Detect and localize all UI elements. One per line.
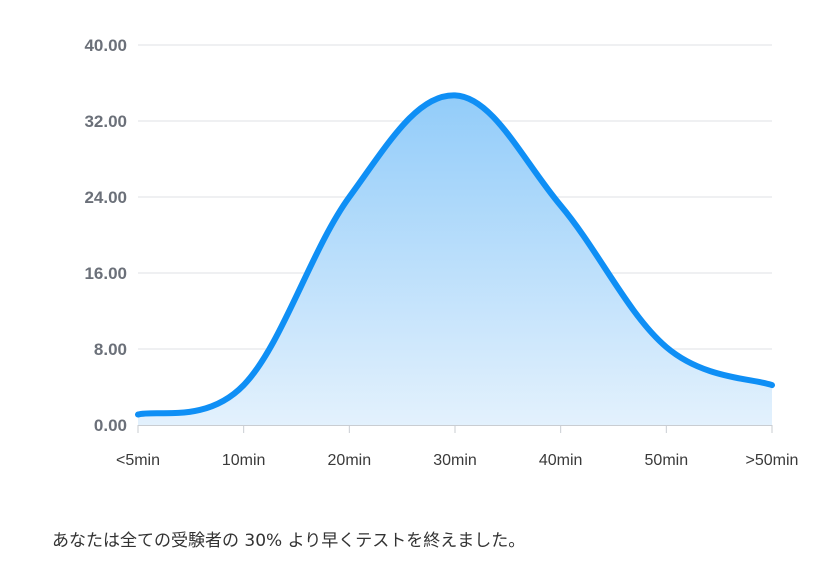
data-point [242,383,246,387]
series-area-fill [138,95,772,426]
x-tick-label: 20min [328,452,372,469]
x-tick-label: 50min [645,452,689,469]
result-caption: あなたは全ての受験者の 30% より早くテストを終えました。 [52,531,526,551]
data-point [770,383,774,387]
y-tick-label: 16.00 [84,264,127,283]
plot-area [135,92,775,426]
data-point [136,413,140,417]
y-tick-label: 8.00 [94,340,127,359]
x-axis: <5min 10min 20min 30min 40min 50min >50min [116,425,798,469]
x-tick-label: >50min [746,452,799,469]
y-tick-label: 32.00 [84,112,127,131]
x-tick-label: 30min [433,452,477,469]
y-tick-label: 0.00 [94,416,127,435]
data-point [347,195,351,199]
x-tick-label: 40min [539,452,583,469]
x-tick-label: 10min [222,452,266,469]
y-axis: 0.00 8.00 16.00 24.00 32.00 40.00 [84,36,127,435]
y-tick-label: 24.00 [84,188,127,207]
series-line [135,92,775,418]
y-tick-label: 40.00 [84,36,127,55]
x-tick-label: <5min [116,452,160,469]
data-point [664,345,668,349]
data-point [559,204,563,208]
distribution-chart: 0.00 8.00 16.00 24.00 32.00 40.00 <5min 10min 2… [84,36,798,469]
data-point [453,93,457,97]
